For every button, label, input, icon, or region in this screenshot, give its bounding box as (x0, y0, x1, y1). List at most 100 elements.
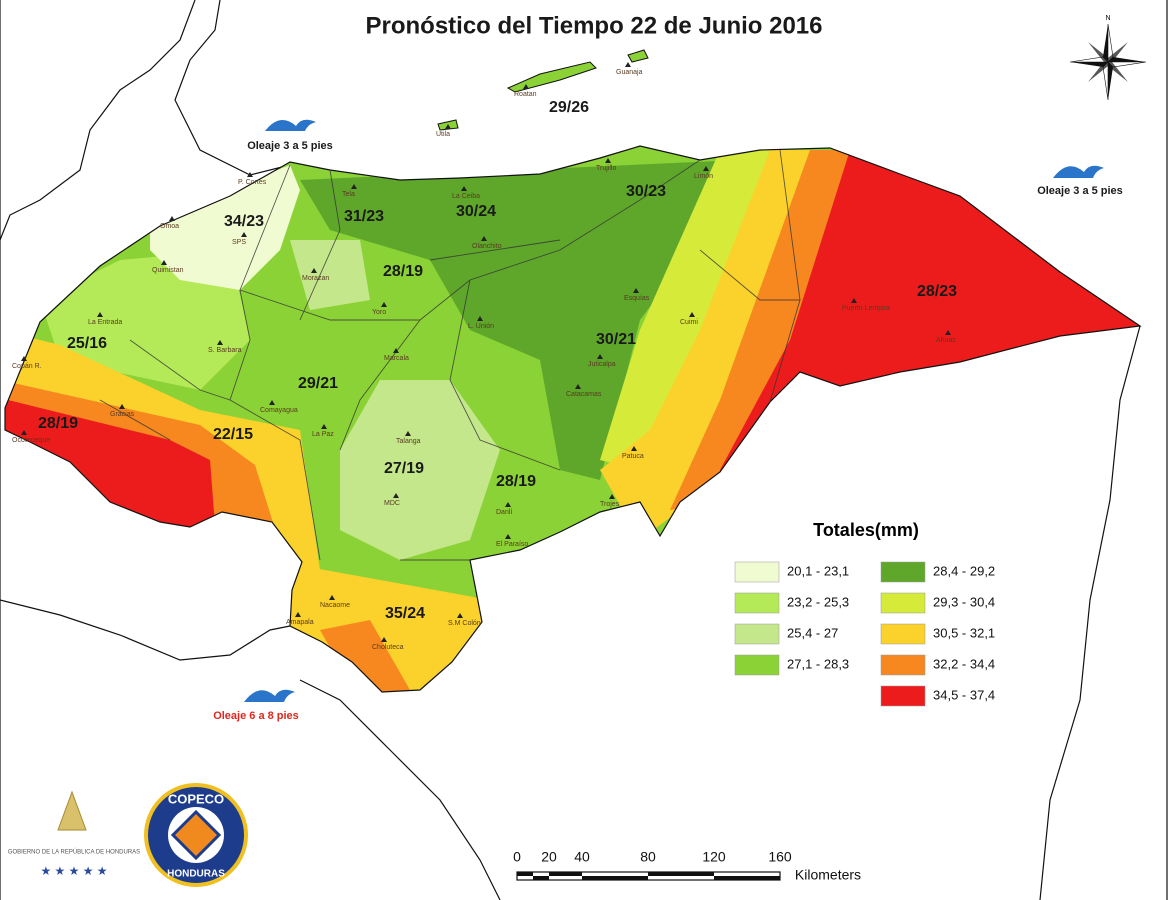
place-label: Patuca (622, 453, 644, 460)
place-label: Ahuas (936, 337, 956, 344)
place-marker (247, 172, 253, 177)
place-label: S.M Colón (448, 620, 481, 627)
forecast: 27/19 (384, 460, 424, 477)
legend-label: 28,4 - 29,2 (933, 563, 995, 578)
scale-tick-label: 20 (541, 849, 557, 865)
place-marker (295, 612, 301, 617)
legend-swatch (880, 561, 926, 583)
zone (5, 398, 215, 540)
zone (40, 250, 250, 390)
forecast: 22/15 (213, 426, 253, 443)
place-marker (597, 354, 603, 359)
scale-tick-label: 80 (640, 849, 656, 865)
places: Roatan Guanaja Utila P. Cortes Tela La Ceiba T… (12, 62, 956, 651)
place-marker (321, 424, 327, 429)
zone (600, 150, 820, 540)
legend-swatch (880, 685, 926, 707)
place-marker (445, 124, 451, 129)
place-marker (633, 288, 639, 293)
wave-label: Oleaje 3 a 5 pies (1037, 185, 1123, 197)
compass-north: N (1105, 15, 1110, 22)
place-label: Guanaja (616, 69, 643, 76)
place-label: La Entrada (88, 319, 122, 326)
place-label: Juticalpa (588, 361, 616, 368)
legend-label: 27,1 - 28,3 (787, 656, 849, 671)
zone (150, 165, 300, 290)
forecast: 29/26 (549, 99, 589, 116)
place-marker (477, 316, 483, 321)
honduras-text: HONDURAS (167, 869, 225, 880)
legend-label: 30,5 - 32,1 (933, 625, 995, 640)
forecast: 28/19 (496, 473, 536, 490)
place-marker (169, 216, 175, 221)
place-marker (351, 184, 357, 189)
legend-label: 25,4 - 27 (787, 625, 838, 640)
place-marker (241, 232, 247, 237)
place-marker (461, 186, 467, 191)
place-marker (631, 446, 637, 451)
forecast: 25/16 (67, 335, 107, 352)
legend-swatch (734, 592, 780, 614)
legend: Totales(mm) 20,1 - 23,1 23,2 - 25,3 25,4 -… (734, 520, 995, 707)
place-label: Talanga (396, 438, 421, 445)
legend-label: 34,5 - 37,4 (933, 687, 995, 702)
place-marker (393, 493, 399, 498)
place-marker (21, 356, 27, 361)
place-label: S. Barbara (208, 347, 242, 354)
legend-swatch (880, 592, 926, 614)
scale-tick-label: 160 (768, 849, 792, 865)
legend-swatch (734, 654, 780, 676)
department-borders (99, 149, 801, 561)
stars: ★ ★ ★ ★ ★ (40, 864, 107, 878)
forecast: 28/23 (917, 283, 957, 300)
government-text: GOBIERNO DE LA REPÚBLICA DE HONDURAS (8, 849, 140, 856)
place-label: Marcala (384, 355, 409, 362)
place-label: Utila (436, 131, 450, 138)
copeco-text: COPECO (168, 791, 224, 806)
country-outline (4, 145, 1142, 693)
place-marker (703, 166, 709, 171)
forecast: 28/19 (383, 263, 423, 280)
legend-label: 20,1 - 23,1 (787, 563, 849, 578)
place-marker (609, 494, 615, 499)
legend-label: 29,3 - 30,4 (933, 594, 995, 609)
place-marker (97, 312, 103, 317)
wave-icons (244, 119, 1104, 702)
place-label: Puerto Lempira (842, 305, 890, 312)
place-label: Morazan (302, 275, 329, 282)
place-marker (523, 84, 529, 89)
place-marker (119, 404, 125, 409)
place-label: Gracias (110, 411, 135, 418)
scale-tick-label: 120 (702, 849, 726, 865)
zone (300, 160, 740, 480)
place-marker (457, 613, 463, 618)
wave-label: Oleaje 3 a 5 pies (247, 140, 333, 152)
forecast: 30/23 (626, 183, 666, 200)
scale-tick-label: 0 (513, 849, 521, 865)
forecast: 29/21 (298, 375, 338, 392)
forecast: 30/24 (456, 203, 496, 220)
legend-label: 23,2 - 25,3 (787, 594, 849, 609)
copeco-logo: COPECO HONDURAS (144, 783, 248, 887)
place-marker (481, 236, 487, 241)
place-label: Tela (342, 191, 355, 198)
place-label: Cuimi (680, 319, 698, 326)
place-label: Ocotepeque (12, 437, 50, 444)
wave-label: Oleaje 6 a 8 pies (213, 710, 299, 722)
place-marker (381, 302, 387, 307)
scale-tick-label: 40 (574, 849, 590, 865)
legend-swatch (880, 623, 926, 645)
place-marker (945, 330, 951, 335)
place-label: Omoa (160, 223, 179, 230)
place-label: Amapala (286, 619, 314, 626)
place-marker (505, 502, 511, 507)
islands (437, 49, 649, 131)
place-marker (161, 260, 167, 265)
place-marker (405, 431, 411, 436)
forecasts: 34/23 31/23 30/24 30/23 29/26 28/19 25/1… (38, 99, 957, 622)
place-label: Quimistan (152, 267, 184, 274)
place-label: Trujillo (596, 165, 616, 172)
place-label: Esquías (624, 295, 650, 302)
